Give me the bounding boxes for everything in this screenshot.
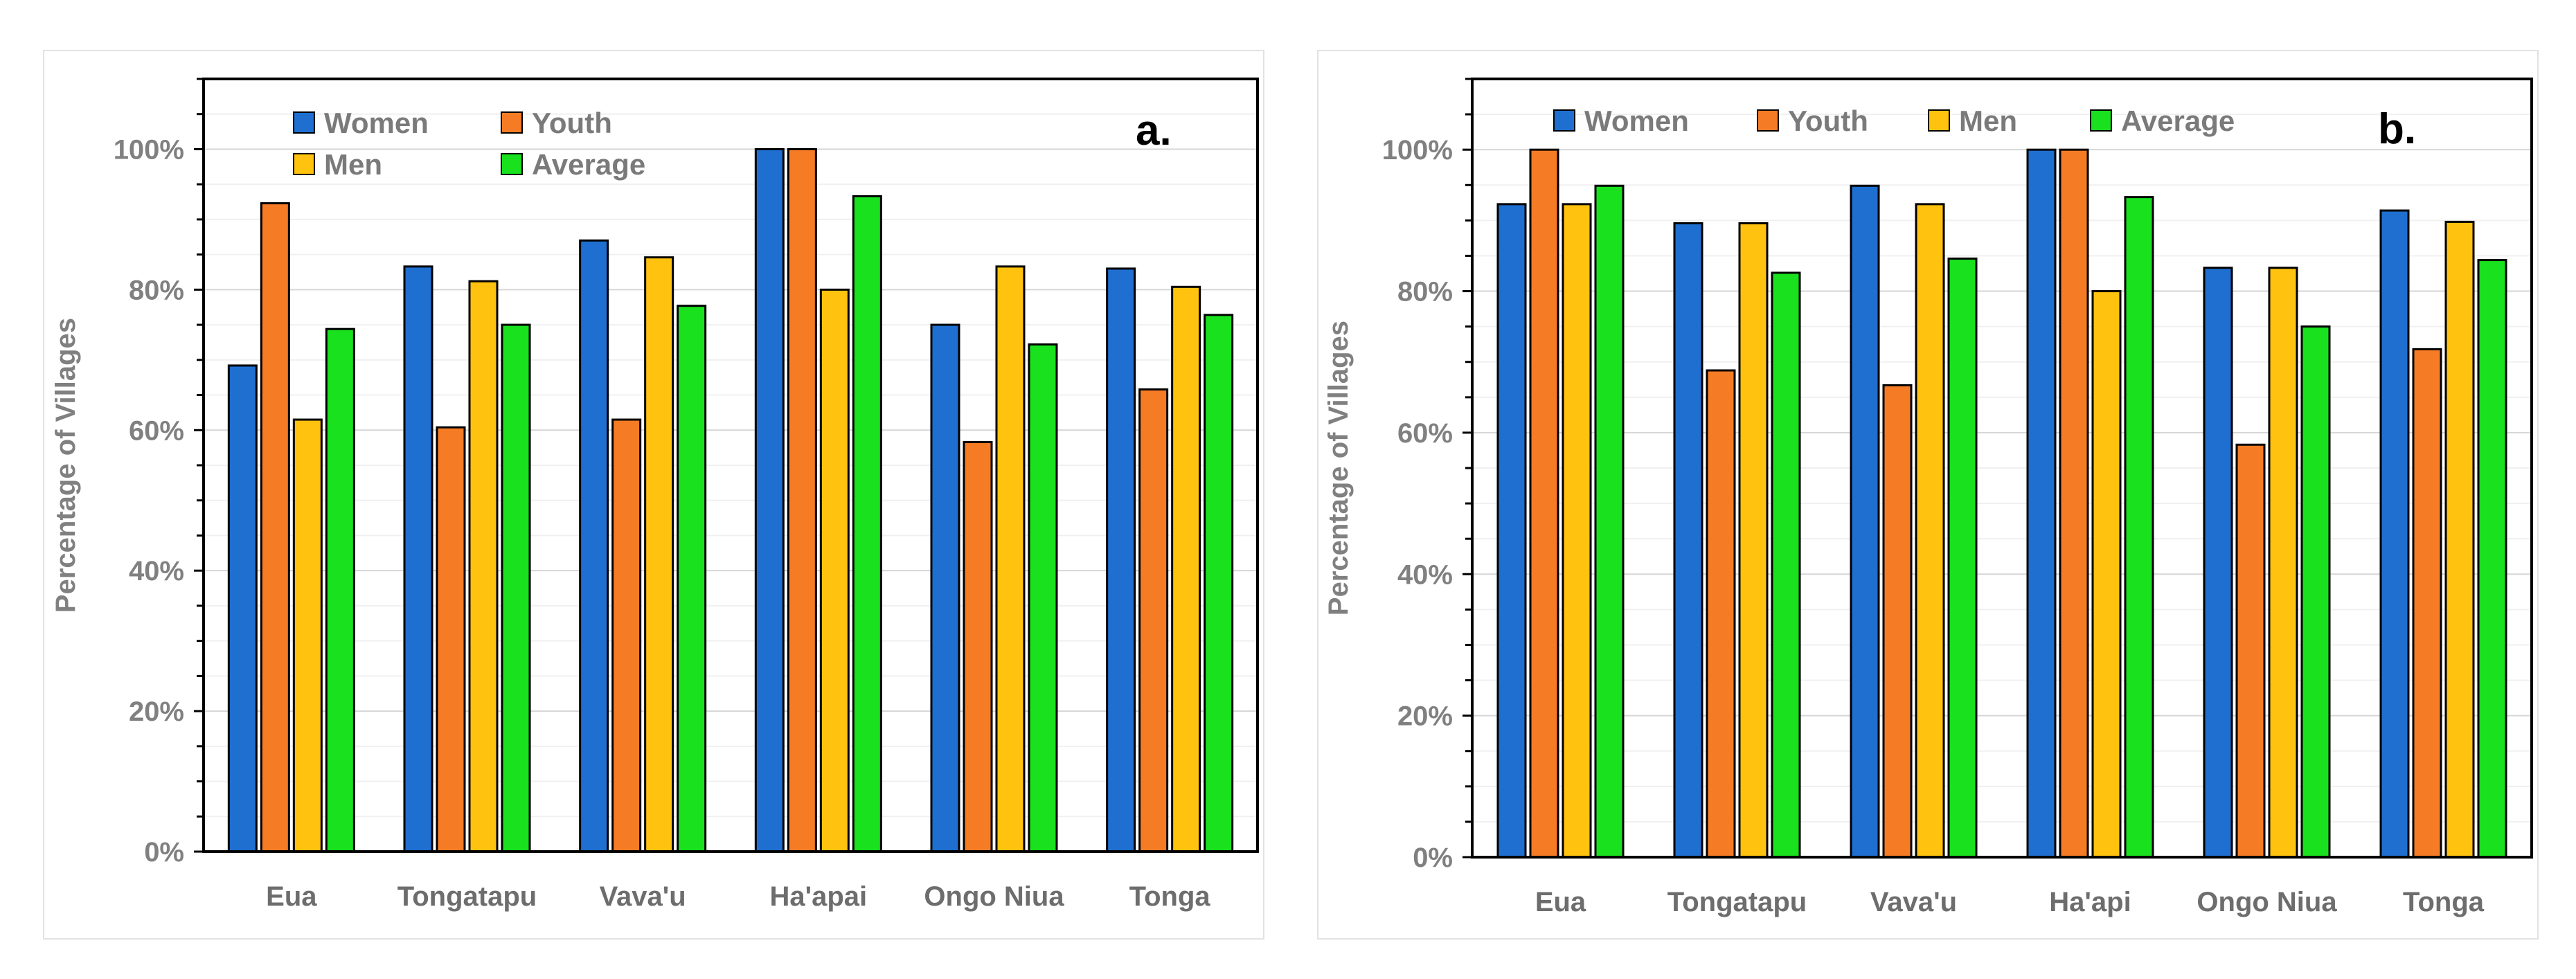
x-tick-label: Vava'u <box>600 881 686 912</box>
bar-youth-ha-apai <box>787 147 817 853</box>
bar-women-ongo-niua <box>2203 267 2233 859</box>
y-tick-label: 60% <box>1397 418 1453 449</box>
y-axis-label: Percentage of Villages <box>51 318 81 613</box>
y-tick-label: 0% <box>1413 843 1453 873</box>
bar-average-ha-apai <box>852 195 882 853</box>
legend-swatch-youth <box>501 111 523 134</box>
bar-women-vava-u <box>579 239 609 853</box>
legend-swatch-average <box>2090 109 2112 132</box>
bar-average-tongatapu <box>501 323 531 853</box>
bar-women-vava-u <box>1850 184 1880 859</box>
bar-women-eua <box>227 364 258 853</box>
legend-label-women: Women <box>1584 105 1689 137</box>
bar-youth-vava-u <box>611 418 642 853</box>
bar-average-tonga <box>2477 259 2507 859</box>
chart-panel-a: 0% 20% 40% 60% 80% 100% Eua Tongatapu Vava'u Ha'a… <box>43 50 1264 940</box>
bar-men-tonga <box>1171 285 1201 853</box>
bar-women-eua <box>1496 203 1527 859</box>
bar-youth-tonga <box>2412 348 2442 859</box>
x-tick-label: Ha'api <box>2049 887 2131 917</box>
plot-frame <box>202 78 1259 853</box>
bar-women-tonga <box>1106 267 1136 853</box>
y-tick-label: 0% <box>144 837 184 868</box>
y-tick-label: 40% <box>129 556 184 586</box>
bar-men-ongo-niua <box>2268 267 2298 859</box>
legend-swatch-women <box>293 111 315 134</box>
y-tick-label: 20% <box>1397 701 1453 732</box>
bar-men-eua <box>1562 203 1592 859</box>
y-tick-label: 40% <box>1397 559 1453 590</box>
chart-panel-b: 0% 20% 40% 60% 80% 100% Eua Tongatapu Vava'u Ha'a… <box>1317 50 2539 940</box>
x-tick-label: Eua <box>266 881 317 912</box>
bar-average-eua <box>325 327 355 853</box>
bar-average-eua <box>1594 184 1625 859</box>
bar-average-ongo-niua <box>2300 325 2331 859</box>
bar-youth-tongatapu <box>436 426 466 853</box>
bar-youth-eua <box>1529 148 1559 859</box>
bar-chart-b: 0% 20% 40% 60% 80% 100% Eua Tongatapu Vava'u Ha'a… <box>1323 78 2533 917</box>
bar-chart-a: 0% 20% 40% 60% 80% 100% Eua Tongatapu Vava'u Ha'a… <box>51 78 1259 912</box>
bar-youth-tongatapu <box>1706 369 1736 859</box>
bar-youth-tonga <box>1138 388 1169 853</box>
legend-label-average: Average <box>532 148 645 181</box>
legend-label-average: Average <box>2121 105 2235 137</box>
y-tick-label: 20% <box>129 697 184 727</box>
y-tick-label: 100% <box>1382 135 1453 165</box>
legend-label-youth: Youth <box>532 107 612 139</box>
bar-men-vava-u <box>1915 203 1945 859</box>
bar-men-tonga <box>2444 220 2475 859</box>
plot-frame <box>1471 78 2533 859</box>
bar-men-tongatapu <box>468 280 499 853</box>
panel-label: a. <box>1136 107 1172 154</box>
bar-average-vava-u <box>1947 258 1978 859</box>
legend-label-men: Men <box>324 148 382 181</box>
bar-average-vava-u <box>677 305 707 853</box>
y-tick-label: 60% <box>129 415 184 446</box>
x-tick-label: Tonga <box>1129 881 1211 912</box>
legend-swatch-women <box>1553 109 1575 132</box>
bar-men-ha-apai <box>819 288 850 853</box>
legend-swatch-men <box>293 153 315 175</box>
bar-average-ha-api <box>2124 196 2154 859</box>
y-tick-label: 80% <box>129 275 184 305</box>
bar-women-ongo-niua <box>930 323 960 853</box>
bar-average-ongo-niua <box>1028 343 1058 853</box>
bar-women-ha-api <box>2026 148 2057 859</box>
legend-swatch-men <box>1928 109 1950 132</box>
x-tick-label: Ongo Niua <box>924 881 1064 912</box>
bar-youth-eua <box>260 202 290 853</box>
bar-youth-vava-u <box>1882 384 1913 859</box>
bar-average-tongatapu <box>1771 271 1801 859</box>
bar-women-ha-apai <box>754 147 785 853</box>
bar-men-ha-api <box>2091 290 2122 859</box>
legend-label-youth: Youth <box>1788 105 1868 137</box>
x-tick-label: Vava'u <box>1870 887 1957 917</box>
x-tick-label: Tonga <box>2403 887 2485 917</box>
x-tick-label: Ongo Niua <box>2197 887 2337 917</box>
bar-youth-ongo-niua <box>963 441 993 853</box>
bar-men-tongatapu <box>1738 222 1769 859</box>
bar-men-ongo-niua <box>995 265 1026 853</box>
bar-men-vava-u <box>644 256 674 853</box>
y-axis-label: Percentage of Villages <box>1323 321 1354 616</box>
bar-women-tongatapu <box>1673 222 1703 859</box>
legend-label-women: Women <box>324 107 429 139</box>
legend-swatch-average <box>501 153 523 175</box>
panel-label: b. <box>2378 105 2416 153</box>
y-tick-label: 80% <box>1397 277 1453 307</box>
bar-average-tonga <box>1204 314 1234 853</box>
bar-women-tonga <box>2379 209 2410 859</box>
bar-youth-ongo-niua <box>2235 443 2266 859</box>
x-tick-label: Eua <box>1535 887 1586 917</box>
x-tick-label: Tongatapu <box>397 881 537 912</box>
legend-swatch-youth <box>1757 109 1779 132</box>
bar-youth-ha-api <box>2059 148 2089 859</box>
y-tick-label: 100% <box>114 134 184 165</box>
x-tick-label: Tongatapu <box>1667 887 1807 917</box>
legend-label-men: Men <box>1959 105 2017 137</box>
bar-men-eua <box>292 418 323 853</box>
bar-women-tongatapu <box>403 265 433 853</box>
x-tick-label: Ha'apai <box>769 881 867 912</box>
